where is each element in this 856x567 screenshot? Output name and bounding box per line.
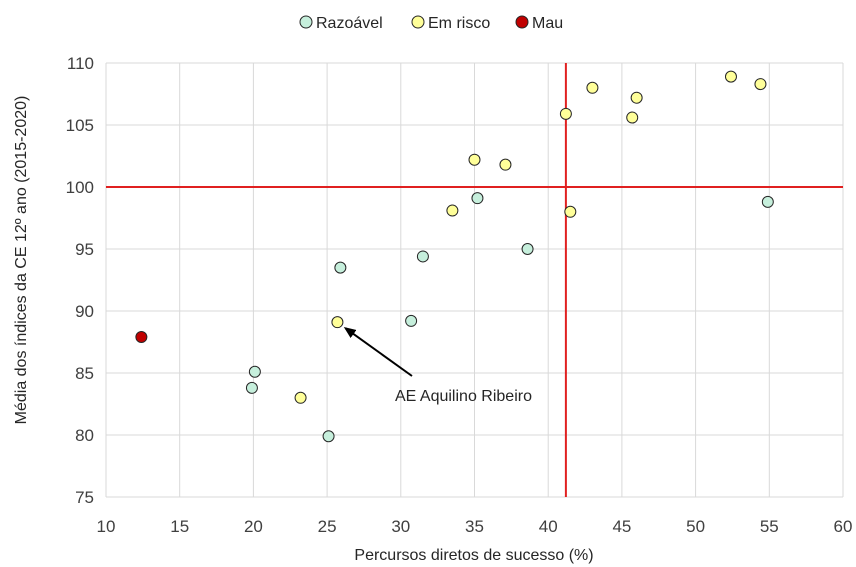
data-points [135,70,774,443]
data-point-em-risco [754,78,767,91]
reference-lines [106,63,843,497]
data-point-em-risco [630,91,643,104]
x-tick-label: 35 [465,517,484,536]
data-point-razo-vel [245,381,258,394]
data-point-em-risco [564,205,577,218]
data-point-razo-vel [322,430,335,443]
legend: Razoável Em risco Mau [299,15,563,32]
data-point-em-risco [331,316,344,329]
annotation-label: AE Aquilino Ribeiro [395,388,532,405]
annotations: AE Aquilino Ribeiro [343,326,532,405]
data-point-em-risco [586,81,599,94]
data-point-razo-vel [471,192,484,205]
data-point-mau [135,331,148,344]
data-point-em-risco [559,107,572,120]
y-tick-label: 100 [66,178,94,197]
y-tick-label: 90 [75,302,94,321]
data-point-razo-vel [761,195,774,208]
gridlines [105,62,844,498]
x-axis-title: Percursos diretos de sucesso (%) [354,547,593,564]
legend-marker [515,15,529,29]
data-point-razo-vel [405,314,418,327]
y-axis-title: Média dos índices da CE 12º ano (2015-20… [13,96,30,425]
x-tick-label: 55 [760,517,779,536]
x-tick-label: 50 [686,517,705,536]
data-point-em-risco [724,70,737,83]
y-tick-label: 95 [75,240,94,259]
legend-marker [299,15,313,29]
x-tick-label: 20 [244,517,263,536]
x-axis-ticks: 10 15 20 25 30 35 40 45 50 55 60 [97,517,853,536]
x-tick-label: 30 [391,517,410,536]
y-tick-label: 105 [66,116,94,135]
data-point-razo-vel [248,365,261,378]
y-tick-label: 110 [67,54,94,73]
data-point-em-risco [446,204,459,217]
x-tick-label: 40 [539,517,558,536]
x-tick-label: 10 [97,517,116,536]
legend-label: Razoável [316,15,383,32]
x-tick-label: 15 [170,517,189,536]
x-tick-label: 45 [612,517,631,536]
data-point-em-risco [499,158,512,171]
data-point-em-risco [626,111,639,124]
y-tick-label: 75 [75,488,94,507]
y-axis-ticks: 75 80 85 90 95 100 105 110 [66,54,94,507]
legend-label: Mau [532,15,563,32]
annotation-arrow [343,326,413,377]
x-tick-label: 25 [318,517,337,536]
x-tick-label: 60 [834,517,853,536]
data-point-em-risco [468,153,481,166]
y-tick-label: 85 [75,364,94,383]
y-tick-label: 80 [75,426,94,445]
data-point-em-risco [294,391,307,404]
legend-marker [411,15,425,29]
data-point-razo-vel [334,261,347,274]
data-point-razo-vel [416,250,429,263]
legend-label: Em risco [428,15,490,32]
data-point-razo-vel [521,243,534,255]
